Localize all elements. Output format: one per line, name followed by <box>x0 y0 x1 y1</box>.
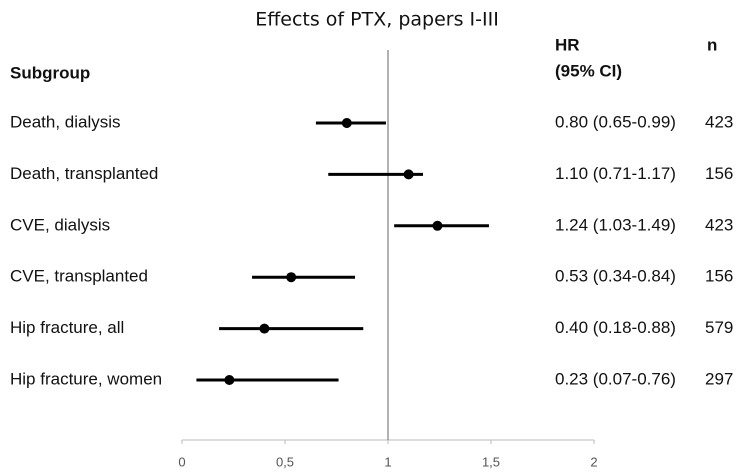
hr-label: 1.10 (0.71-1.17) <box>555 164 676 183</box>
subgroup-label: CVE, dialysis <box>10 215 110 234</box>
hr-label: 0.53 (0.34-0.84) <box>555 267 676 286</box>
n-label: 423 <box>705 112 733 131</box>
n-header: n <box>707 35 717 54</box>
hr-point <box>403 169 414 180</box>
subgroup-label: Death, transplanted <box>10 164 158 183</box>
subgroup-label: Hip fracture, all <box>10 318 124 337</box>
chart-title: Effects of PTX, papers I-III <box>255 9 499 31</box>
hr-label: 0.80 (0.65-0.99) <box>555 112 676 131</box>
hr-point <box>259 323 270 334</box>
n-label: 423 <box>705 215 733 234</box>
n-label: 156 <box>705 267 733 286</box>
x-tick-label: 1 <box>384 454 391 469</box>
hr-point <box>341 118 352 128</box>
subgroup-label: Hip fracture, women <box>10 369 162 388</box>
hr-point <box>286 272 297 283</box>
x-tick-label: 0,5 <box>276 454 294 469</box>
hr-label: 1.24 (1.03-1.49) <box>555 215 676 234</box>
x-tick-label: 1,5 <box>482 454 500 469</box>
hr-label: 0.23 (0.07-0.76) <box>555 369 676 388</box>
n-label: 297 <box>705 369 733 388</box>
x-tick-label: 2 <box>590 454 597 469</box>
subgroup-label: CVE, transplanted <box>10 267 148 286</box>
x-tick-label: 0 <box>178 454 185 469</box>
hr-point <box>224 375 235 385</box>
n-label: 156 <box>705 164 733 183</box>
n-label: 579 <box>705 318 733 337</box>
hr-header: HR <box>555 35 580 54</box>
hr-label: 0.40 (0.18-0.88) <box>555 318 676 337</box>
hr-header: (95% CI) <box>555 61 622 80</box>
hr-point <box>432 220 443 231</box>
subgroup-label: Death, dialysis <box>10 112 121 131</box>
subgroup-header: Subgroup <box>10 63 90 82</box>
